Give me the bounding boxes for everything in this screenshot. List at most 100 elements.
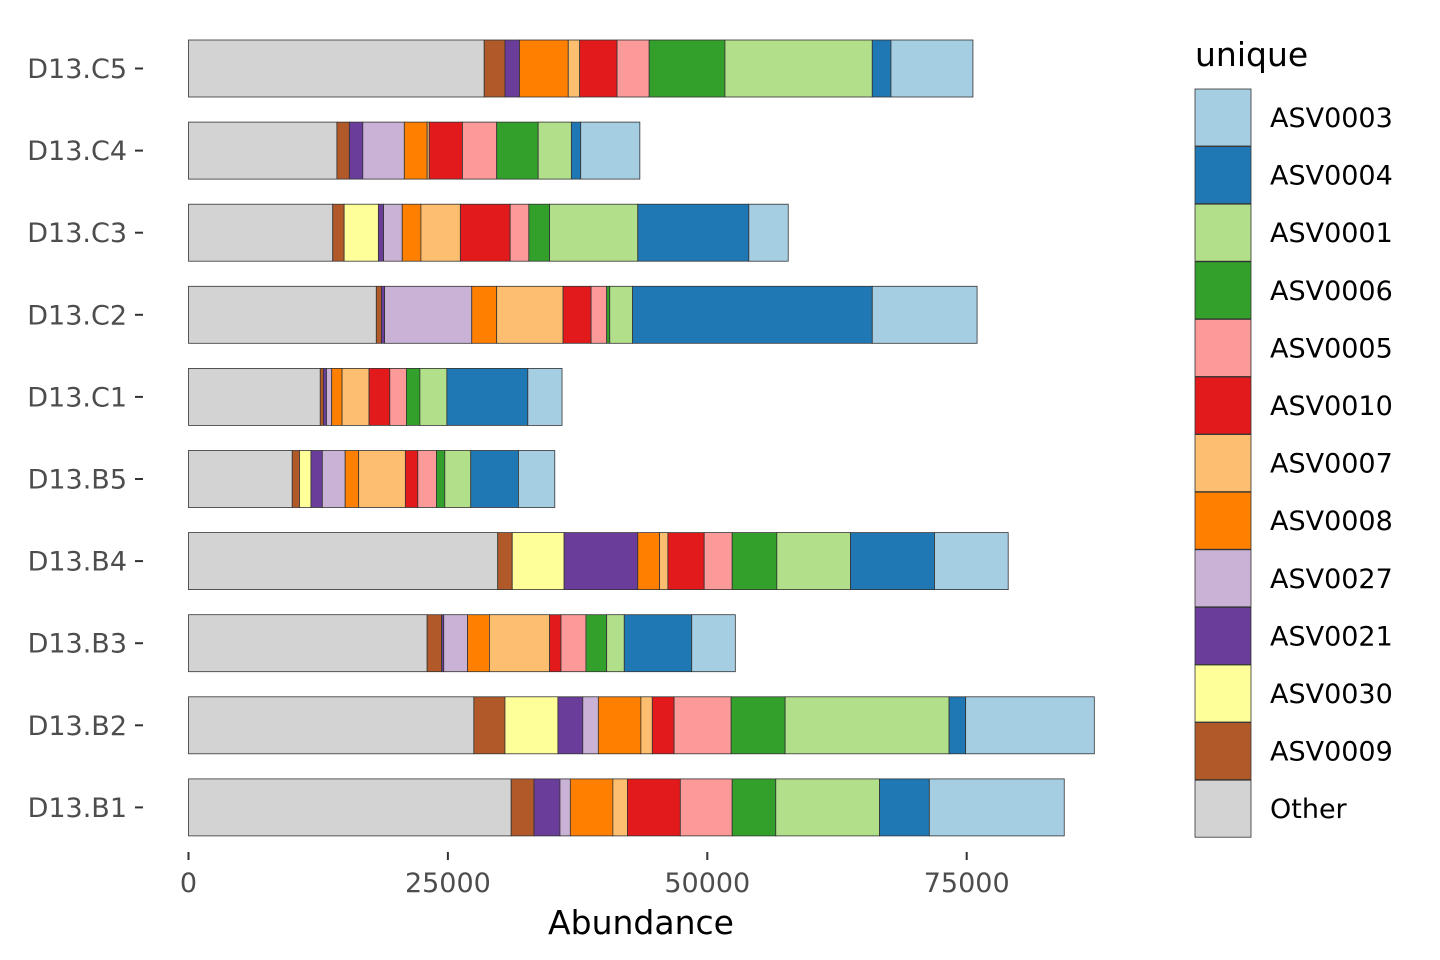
bar-segment xyxy=(510,778,535,837)
bar-segment xyxy=(580,121,641,180)
y-tick-label: D13.B3 xyxy=(28,629,127,660)
bar-segment xyxy=(776,532,851,590)
legend-key xyxy=(1194,376,1252,435)
bar-segment xyxy=(188,450,293,508)
bar-segment xyxy=(428,121,463,180)
bar-segment xyxy=(559,778,571,837)
bar-segment xyxy=(518,450,556,508)
bar-segment xyxy=(582,696,599,755)
y-tick-label: D13.B4 xyxy=(28,547,127,578)
legend-label: ASV0004 xyxy=(1270,161,1393,192)
legend-label: ASV0006 xyxy=(1270,276,1393,307)
legend-label: ASV0009 xyxy=(1270,737,1393,768)
bar-segment xyxy=(890,39,974,98)
legend-key xyxy=(1194,549,1252,608)
legend-items: ASV0003 ASV0004 ASV0001 ASV0006 ASV0005 ASV00… xyxy=(1194,88,1393,838)
bar-segment xyxy=(871,39,892,98)
bar-segment xyxy=(496,121,539,180)
bar-segment xyxy=(504,696,559,755)
bars-group xyxy=(188,39,1095,837)
bar-segment xyxy=(326,367,333,426)
bar-segment xyxy=(443,614,469,673)
bar-segment xyxy=(724,39,873,98)
bar-segment xyxy=(606,285,611,344)
bar-segment xyxy=(590,285,608,344)
bar-segment xyxy=(348,121,364,180)
legend-label: ASV0003 xyxy=(1270,103,1393,134)
bar-segment xyxy=(332,203,345,262)
legend-key xyxy=(1194,722,1252,780)
bar-segment xyxy=(648,39,726,98)
legend-label: ASV0010 xyxy=(1270,391,1393,422)
bar-segment xyxy=(319,367,324,426)
bar-segment xyxy=(188,203,334,262)
bar-segment xyxy=(384,285,473,344)
bar-segment xyxy=(606,614,625,673)
bar-segment xyxy=(673,696,732,755)
bar-segment xyxy=(948,696,967,755)
bar-segment xyxy=(597,696,642,755)
legend-key xyxy=(1194,318,1252,377)
legend-label: ASV0021 xyxy=(1270,621,1393,652)
bar-segment xyxy=(383,203,403,262)
bar-segment xyxy=(731,532,778,590)
legend: unique ASV0003ASV0004ASV0001ASV0006ASV00… xyxy=(1194,35,1393,838)
bar-segment xyxy=(381,285,385,344)
legend-key xyxy=(1194,434,1252,493)
bar-segment xyxy=(344,450,360,508)
bar-segment xyxy=(537,121,572,180)
bar-segment xyxy=(659,532,669,590)
bar-segment xyxy=(504,39,520,98)
bar-segment xyxy=(549,614,562,673)
bar-segment xyxy=(470,450,519,508)
x-tick-label: 75000 xyxy=(924,868,1010,899)
bar-segment xyxy=(488,614,550,673)
legend-key xyxy=(1194,146,1252,205)
bar-segment xyxy=(188,778,512,837)
legend-label: ASV0005 xyxy=(1270,333,1393,364)
bar-segment xyxy=(527,367,563,426)
y-axis: D13.C5 D13.C4 D13.C3 D13.C2 D13.C1 D13.B5 D13.… xyxy=(27,54,143,824)
bar-segment xyxy=(188,285,377,344)
bar-segment xyxy=(483,39,506,98)
bar-segment xyxy=(637,532,660,590)
bar-segment xyxy=(934,532,1009,590)
x-axis: 0 25000 50000 75000 xyxy=(180,852,1010,899)
legend-key xyxy=(1194,203,1252,262)
bar-segment xyxy=(473,696,506,755)
bar-segment xyxy=(336,121,350,180)
bar-segment xyxy=(667,532,705,590)
bar-segment xyxy=(775,778,880,837)
bar-segment xyxy=(549,203,639,262)
legend-label: ASV0027 xyxy=(1270,564,1393,595)
bar-segment xyxy=(560,614,587,673)
bar-segment xyxy=(419,367,448,426)
bar-segment xyxy=(497,532,513,590)
x-axis-title: Abundance xyxy=(548,903,734,942)
bar-segment xyxy=(188,121,338,180)
bar-segment xyxy=(679,778,733,837)
bar-segment xyxy=(519,39,569,98)
bar-segment xyxy=(509,203,530,262)
bar-segment xyxy=(928,778,1065,837)
bar-segment xyxy=(299,450,312,508)
bar-segment xyxy=(444,450,472,508)
legend-key xyxy=(1194,664,1252,723)
bar-segment xyxy=(420,203,461,262)
bar-segment xyxy=(436,450,446,508)
x-tick-label: 0 xyxy=(180,868,197,899)
bar-segment xyxy=(188,614,428,673)
bar-segment xyxy=(496,285,564,344)
bar-segment xyxy=(188,39,485,98)
bar-segment xyxy=(640,696,653,755)
bar-segment xyxy=(291,450,300,508)
legend-label: Other xyxy=(1270,794,1348,825)
bar-segment xyxy=(389,367,407,426)
bar-segment xyxy=(459,203,511,262)
bar-segment xyxy=(188,696,475,755)
y-tick-label: D13.C3 xyxy=(27,218,127,249)
bar-segment xyxy=(627,778,681,837)
bar-segment xyxy=(579,39,618,98)
bar-segment xyxy=(368,367,391,426)
bar-segment xyxy=(730,696,786,755)
